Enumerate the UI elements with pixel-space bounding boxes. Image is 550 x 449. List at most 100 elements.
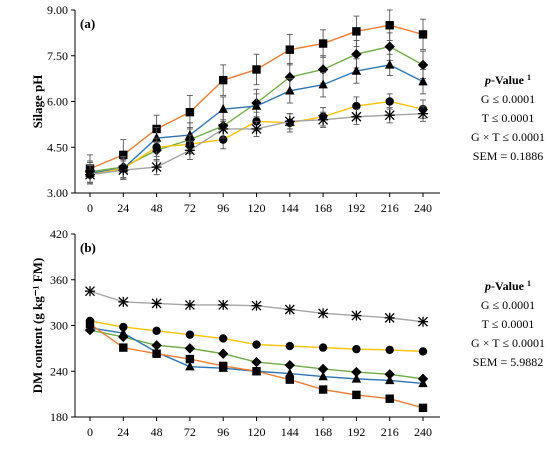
y-tick-label: 7.50 [47,49,68,63]
data-point [418,378,428,388]
data-point [151,132,162,142]
data-point [284,116,295,127]
data-point [219,361,228,371]
data-point [351,49,362,60]
data-point [85,286,95,297]
data-point [185,107,195,117]
data-point [184,299,195,310]
x-tick-label: 120 [248,201,266,215]
data-point [418,76,428,86]
data-point [418,316,428,327]
data-point [384,312,395,323]
stats-line: G ≤ 0.0001 [481,298,535,312]
data-point [418,30,428,39]
data-point [152,143,161,152]
x-tick-label: 192 [347,425,365,439]
y-axis-title: DM content (g kg⁻¹ FM) [30,258,45,394]
stats-line: T ≤ 0.0001 [482,111,535,125]
stats-line: SEM = 5.9882 [473,355,543,369]
x-tick-label: 0 [87,425,93,439]
data-point [185,361,195,371]
data-point [252,340,261,349]
data-point [185,330,195,339]
data-point [385,59,395,69]
data-point [252,367,261,376]
stats-line: G × T ≤ 0.0001 [471,130,545,144]
data-point [418,108,428,119]
y-tick-label: 9.00 [47,3,68,17]
data-point [218,299,229,310]
series-star [85,105,428,185]
x-tick-label: 120 [248,425,266,439]
data-point [351,366,362,378]
x-tick-label: 168 [314,425,332,439]
data-point [351,373,362,383]
data-point [251,123,262,134]
data-point [151,162,162,173]
data-point [351,111,362,122]
x-tick-label: 216 [381,425,399,439]
x-tick-label: 216 [381,201,399,215]
data-point [384,369,395,380]
x-tick-label: 24 [117,201,129,215]
x-tick-label: 96 [217,425,229,439]
data-point [352,27,361,36]
data-point [318,114,329,125]
data-point [251,356,262,368]
series-star [85,286,428,327]
data-point [218,348,229,359]
y-tick-label: 4.50 [47,140,68,154]
x-tick-label: 96 [217,201,229,215]
data-point [385,375,395,385]
x-tick-label: 0 [87,201,93,215]
series-square [85,319,428,413]
data-point [318,39,328,48]
data-point [385,345,394,355]
series-diamond [84,324,429,385]
x-tick-label: 192 [347,201,365,215]
y-tick-label: 360 [50,273,68,287]
data-point [251,100,262,110]
data-point [352,101,361,111]
data-point [218,103,228,113]
panel-label: (b) [80,240,96,255]
data-point [385,21,394,30]
data-point [285,45,294,54]
data-point [118,165,129,176]
stats-line: SEM = 0.1886 [473,149,543,163]
data-point [418,403,428,413]
data-point [218,123,229,134]
data-point [318,308,329,319]
y-tick-label: 300 [50,319,68,333]
data-point [351,65,362,75]
data-point [351,310,362,321]
x-tick-label: 72 [184,425,196,439]
stats-line: T ≤ 0.0001 [482,317,535,331]
y-tick-label: 420 [50,227,68,241]
y-tick-label: 3.00 [47,186,68,200]
stats-line: G × T ≤ 0.0001 [471,336,545,350]
data-point [152,326,161,336]
data-point [318,79,328,89]
data-point [185,129,195,139]
data-point [151,340,162,351]
series-triangle [85,322,428,388]
data-point [417,59,429,71]
data-point [85,169,95,180]
data-point [219,135,228,144]
data-point [119,150,128,160]
data-point [418,347,428,356]
data-point [85,319,95,329]
data-point [318,343,328,352]
data-point [352,344,361,354]
chart-panel-b: 180 240 300 360 420 0 24 48 72 96 120 144 168 192 216 2… [30,227,545,439]
x-tick-label: 48 [151,201,163,215]
x-tick-label: 168 [314,201,332,215]
x-tick-label: 240 [414,201,432,215]
data-point [119,322,128,332]
data-point [284,71,295,83]
data-point [317,363,329,375]
data-point [284,304,295,315]
